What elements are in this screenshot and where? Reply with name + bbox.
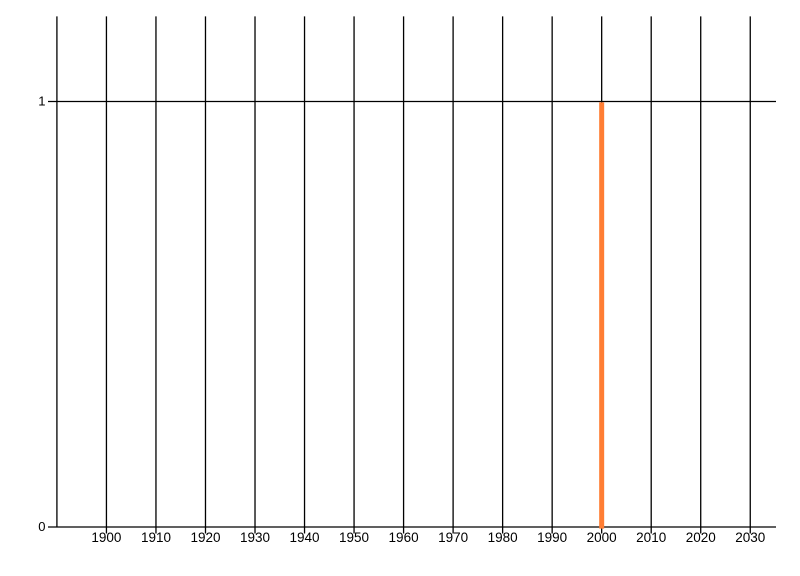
x-tick-label: 2000 xyxy=(587,530,617,545)
x-tick-label: 1980 xyxy=(488,530,518,545)
x-tick-label: 1900 xyxy=(91,530,121,545)
y-tick-label: 0 xyxy=(38,519,45,534)
x-tick-label: 1930 xyxy=(240,530,270,545)
x-tick-label: 1920 xyxy=(190,530,220,545)
x-tick-label: 1960 xyxy=(389,530,419,545)
x-tick-label: 2010 xyxy=(636,530,666,545)
x-tick-label: 1910 xyxy=(141,530,171,545)
x-tick-label: 2020 xyxy=(686,530,716,545)
x-tick-label: 2030 xyxy=(735,530,765,545)
y-tick-label: 1 xyxy=(38,93,45,108)
x-tick-label: 1950 xyxy=(339,530,369,545)
data-bar[interactable] xyxy=(599,102,605,529)
x-tick-label: 1990 xyxy=(537,530,567,545)
x-tick-label: 1970 xyxy=(438,530,468,545)
x-tick-label: 1940 xyxy=(290,530,320,545)
